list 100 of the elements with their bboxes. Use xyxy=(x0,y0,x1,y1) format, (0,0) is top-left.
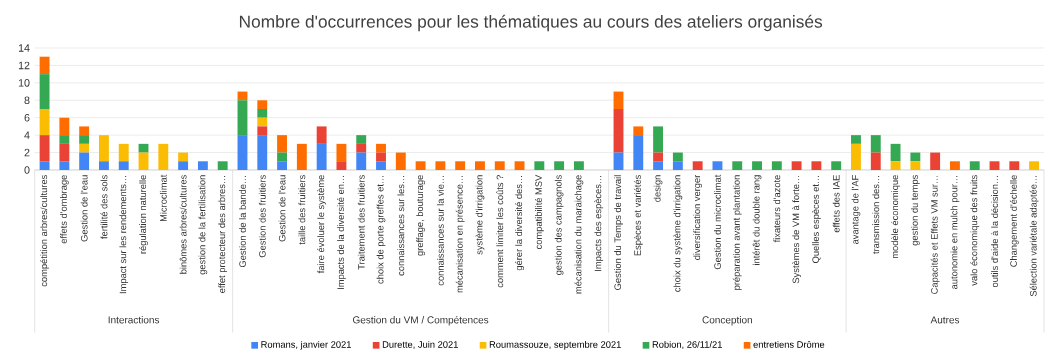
x-tick-label: gérer la diversité des… xyxy=(515,176,524,271)
bar xyxy=(890,161,901,170)
x-tick-label: design xyxy=(653,175,663,202)
bar xyxy=(475,161,485,170)
x-tick-label: valo économique des fruits xyxy=(970,175,980,286)
x-tick-label: fixateurs d'azote xyxy=(773,175,781,243)
bar xyxy=(415,161,426,170)
bar xyxy=(39,135,50,162)
bar xyxy=(138,143,149,153)
bar xyxy=(59,117,70,136)
bar xyxy=(633,126,644,136)
bar xyxy=(257,100,268,109)
bar xyxy=(118,161,129,170)
x-tick-label: comment limiter les coûts ? xyxy=(496,175,504,288)
bar xyxy=(118,143,129,162)
x-tick-label: mécanisation du maraichage xyxy=(574,175,584,294)
bar xyxy=(39,74,50,109)
bar xyxy=(356,135,367,144)
bar xyxy=(1029,161,1040,170)
bar xyxy=(851,143,861,170)
x-tick-label: Gestion des fruitiers xyxy=(258,175,266,258)
bar xyxy=(554,161,565,170)
bar xyxy=(573,161,584,170)
bar xyxy=(178,152,189,162)
bar xyxy=(79,152,90,170)
bar xyxy=(811,161,822,170)
x-tick-label: Systèmes de VM à forte… xyxy=(792,175,802,284)
bar xyxy=(890,143,901,162)
bar xyxy=(257,126,268,136)
x-tick-label: Microclimat xyxy=(159,174,167,222)
bar xyxy=(514,161,525,170)
x-tick-label: Sélection variétale adaptée… xyxy=(1029,176,1039,297)
bar xyxy=(653,152,664,162)
bar xyxy=(969,161,980,170)
x-tick-label: choix du système d'irrigation xyxy=(673,175,683,292)
x-tick-label: Gestion de l'eau xyxy=(278,175,286,242)
x-tick-label: Quelles espèces et… xyxy=(812,176,821,263)
y-tick-label: 4 xyxy=(24,131,30,139)
bar xyxy=(831,161,842,170)
x-tick-label: Traitement des fruitiers xyxy=(357,175,365,270)
bar xyxy=(930,152,941,170)
bar xyxy=(39,56,50,75)
x-tick-label: Impacts de la diversité en… xyxy=(337,176,346,289)
bar xyxy=(870,152,881,170)
bar xyxy=(653,126,664,153)
x-tick-label: intérêt du double rang xyxy=(752,175,762,265)
x-tick-label: Gestion de la bande… xyxy=(239,176,246,268)
chart-title: Nombre d'occurrences pour les thématiques au cours des ateliers organisés xyxy=(239,14,823,32)
y-tick-label: 12 xyxy=(18,61,30,70)
bar xyxy=(870,135,881,153)
x-tick-label: compatibilité MSV xyxy=(534,174,544,249)
x-tick-label: Capacités et Effets VM sur… xyxy=(930,175,940,294)
x-tick-label: faire évoluer le système xyxy=(317,175,327,274)
bar xyxy=(316,126,327,144)
bar xyxy=(732,161,743,170)
bar xyxy=(316,143,327,170)
bar xyxy=(237,100,248,136)
bar xyxy=(692,161,703,170)
bar xyxy=(59,161,70,170)
bar xyxy=(376,143,386,153)
text: Autres xyxy=(930,316,960,324)
bar xyxy=(712,161,723,170)
x-tick-label: avantage de l'AF xyxy=(851,175,861,245)
x-tick-label: compétition arbres/cultures xyxy=(40,175,49,287)
y-tick-label: 2 xyxy=(24,148,30,157)
bar xyxy=(910,161,921,170)
bar xyxy=(613,108,624,153)
x-tick-label: gestion des campagnols xyxy=(554,175,564,275)
y-tick-label: 6 xyxy=(24,113,30,122)
bar xyxy=(672,152,683,162)
x-tick-label: Gestion du Temps de travail xyxy=(614,175,623,290)
bar xyxy=(1009,161,1020,170)
x-tick-label: gestion de la fertilisation xyxy=(198,175,208,275)
bar xyxy=(257,135,268,170)
bar xyxy=(395,152,406,170)
bar xyxy=(356,152,367,170)
bar xyxy=(653,161,664,170)
x-tick-label: effets d'ombrage xyxy=(60,175,69,244)
bar xyxy=(771,161,782,170)
bar xyxy=(791,161,802,170)
x-tick-label: connaissances sur la vie… xyxy=(436,176,444,286)
bar xyxy=(59,143,70,162)
bar xyxy=(197,161,208,170)
text: Conception xyxy=(702,316,752,326)
bar xyxy=(79,126,90,136)
bar xyxy=(336,161,347,170)
legend-label: Romans, janvier 2021 xyxy=(261,340,351,350)
x-tick-label: Impacts des espèces… xyxy=(594,176,604,271)
bar xyxy=(79,135,90,144)
x-tick-label: fertilité des sols xyxy=(100,175,108,239)
x-tick-label: régulation naturelle xyxy=(139,175,148,254)
bar xyxy=(949,161,960,170)
bar xyxy=(257,108,268,118)
bar xyxy=(158,143,169,170)
x-tick-label: binômes arbres/cultures xyxy=(179,175,187,274)
x-tick-label: système d'irrigation xyxy=(475,175,485,255)
legend-label: Durette, Juin 2021 xyxy=(382,340,458,349)
legend-label: Robion, 26/11/21 xyxy=(652,340,722,349)
bar xyxy=(217,161,228,170)
bar xyxy=(336,143,347,162)
